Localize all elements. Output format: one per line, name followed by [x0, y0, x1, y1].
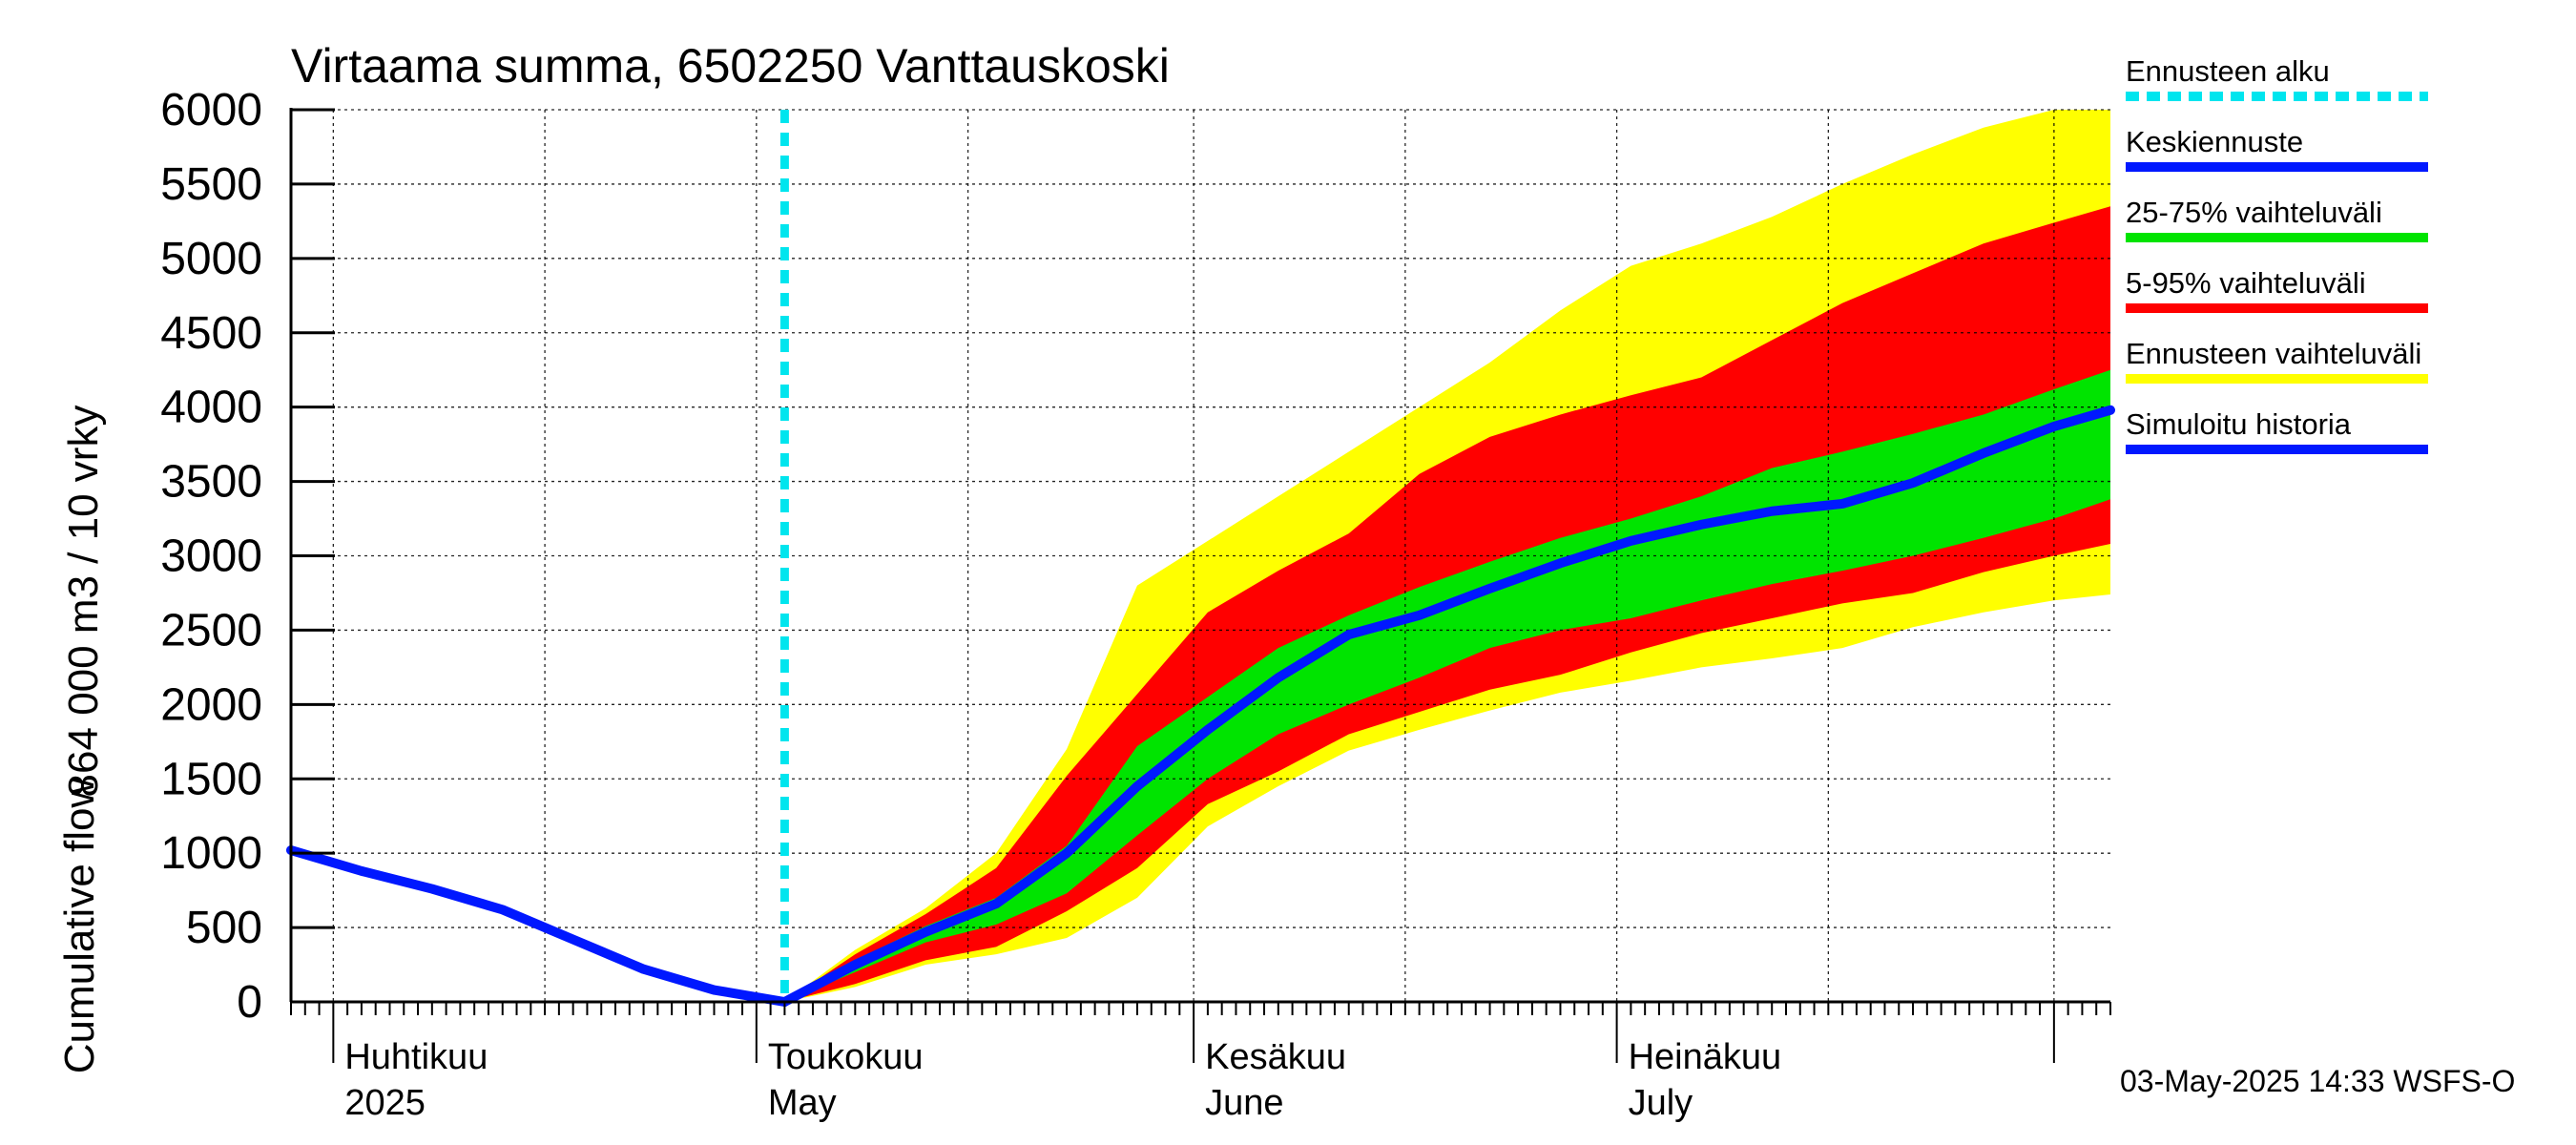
- month-label-en: July: [1629, 1083, 1693, 1123]
- legend-label: Ennusteen vaihteluväli: [2126, 337, 2421, 370]
- y-tick-label: 4000: [160, 383, 262, 433]
- month-label-fi: Heinäkuu: [1629, 1037, 1782, 1077]
- legend-label: Ennusteen alku: [2126, 54, 2330, 88]
- month-label-fi: Huhtikuu: [344, 1037, 488, 1077]
- grid-lines: [291, 109, 2110, 1003]
- y-axis-label-fi: 864 000 m3 / 10 vrky: [60, 406, 107, 798]
- simulated-history-line: [286, 845, 790, 1007]
- y-tick-label: 1000: [160, 828, 262, 879]
- y-tick-label: 6000: [160, 85, 262, 135]
- y-tick-labels: 0 500 1000 1500 2000 2500 3000 3500 4000 4500 5000…: [160, 85, 262, 1028]
- y-tick-label: 3500: [160, 457, 262, 508]
- axes: [289, 108, 2111, 1063]
- y-tick-label: 2500: [160, 605, 262, 656]
- y-tick-label: 0: [237, 977, 262, 1028]
- y-tick-label: 3000: [160, 531, 262, 582]
- legend-label: 25-75% vaihteluväli: [2126, 196, 2382, 229]
- month-label-en: May: [768, 1083, 837, 1123]
- y-tick-label: 5500: [160, 159, 262, 210]
- y-tick-label: 5000: [160, 234, 262, 284]
- footer-timestamp: 03-May-2025 14:33 WSFS-O: [2120, 1064, 2515, 1098]
- x-month-labels: Huhtikuu 2025 Toukokuu May Kesäkuu June Heinäk…: [344, 1037, 1781, 1123]
- y-axis-label-en: Cumulative flow: [56, 778, 103, 1074]
- y-tick-label: 1500: [160, 754, 262, 804]
- legend: Ennusteen alku Keskiennuste 25-75% vaihtel…: [2126, 54, 2428, 454]
- month-label-en: 2025: [344, 1083, 426, 1123]
- mean-forecast-line: [779, 405, 2115, 1007]
- y-tick-label: 2000: [160, 679, 262, 730]
- y-tick-label: 4500: [160, 308, 262, 359]
- chart-title: Virtaama summa, 6502250 Vanttauskoski: [291, 39, 1170, 93]
- legend-label: 5-95% vaihteluväli: [2126, 266, 2366, 300]
- legend-label: Keskiennuste: [2126, 125, 2303, 158]
- month-label-fi: Kesäkuu: [1205, 1037, 1346, 1077]
- series-lines: [286, 110, 2115, 1007]
- month-label-fi: Toukokuu: [768, 1037, 924, 1077]
- month-label-en: June: [1205, 1083, 1283, 1123]
- legend-label: Simuloitu historia: [2126, 407, 2352, 441]
- band-25-75: [784, 369, 2110, 1002]
- y-tick-label: 500: [186, 903, 262, 953]
